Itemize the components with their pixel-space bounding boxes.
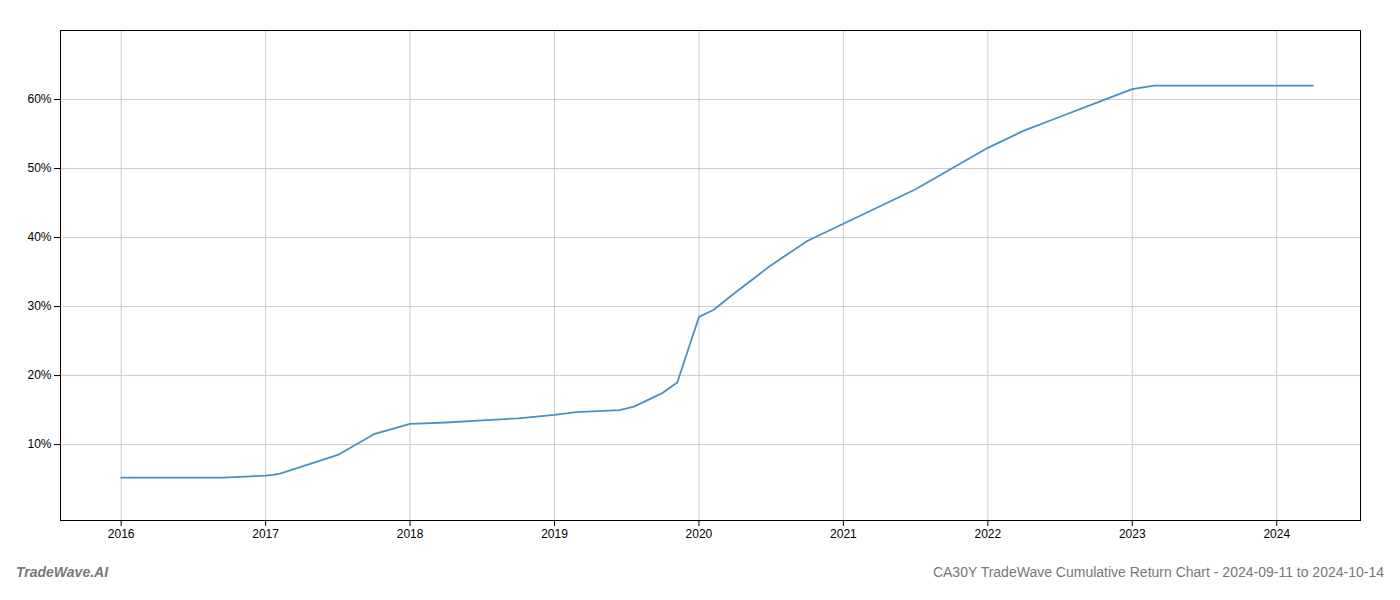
- html-text:TradeWave.AI: TradeWave.AI: [16, 564, 109, 580]
- svg-text:10%: 10%: [27, 437, 51, 451]
- svg-text:30%: 30%: [27, 299, 51, 313]
- svg-text:20%: 20%: [27, 368, 51, 382]
- svg-text:2024: 2024: [1263, 527, 1290, 541]
- svg-text:2016: 2016: [108, 527, 135, 541]
- svg-text:50%: 50%: [27, 161, 51, 175]
- svg-text:2021: 2021: [830, 527, 857, 541]
- html-text:CA30Y TradeWave Cumulative Ret: CA30Y TradeWave Cumulative Return Chart …: [932, 564, 1384, 580]
- svg-text:2018: 2018: [397, 527, 424, 541]
- svg-text:60%: 60%: [27, 92, 51, 106]
- svg-text:40%: 40%: [27, 230, 51, 244]
- svg-text:2017: 2017: [252, 527, 279, 541]
- svg-text:2023: 2023: [1119, 527, 1146, 541]
- svg-text:2022: 2022: [974, 527, 1001, 541]
- svg-text:2020: 2020: [686, 527, 713, 541]
- svg-text:2019: 2019: [541, 527, 568, 541]
